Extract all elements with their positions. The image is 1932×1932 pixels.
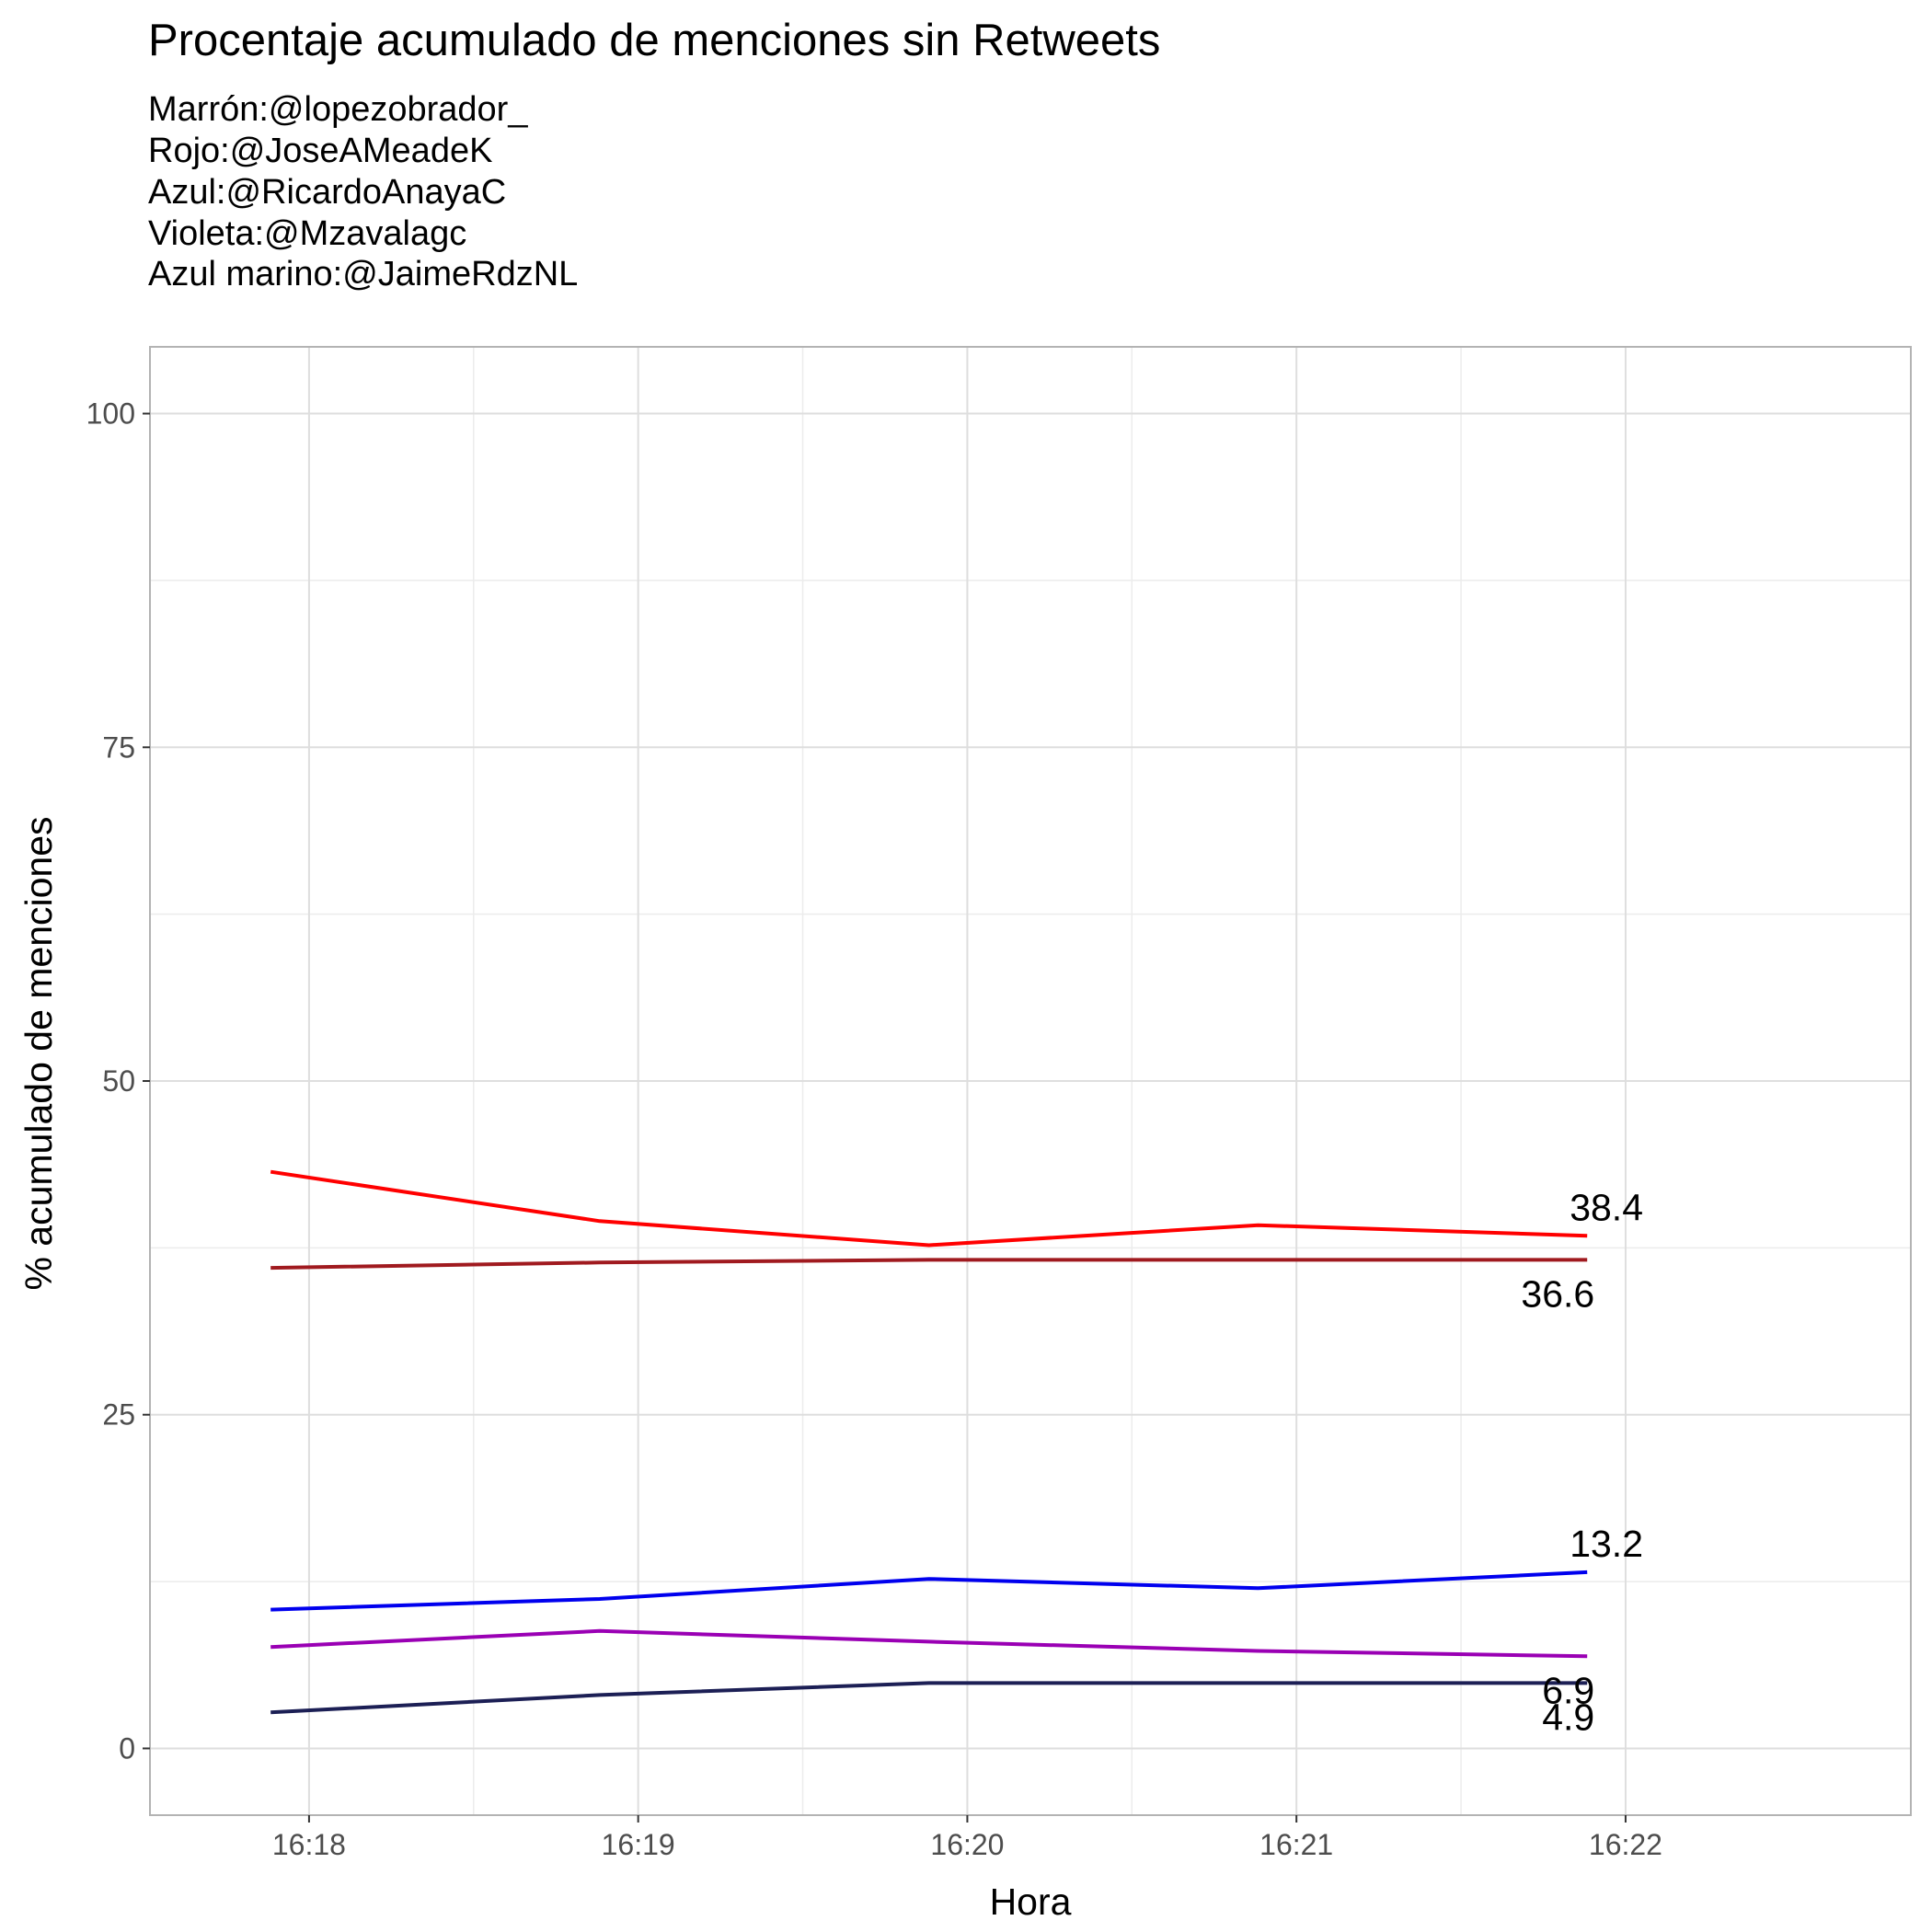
end-labels: 36.6 38.4 13.2 6.94.9 [1521, 1186, 1643, 1738]
y-axis-title: % acumulado de menciones [17, 816, 60, 1290]
x-tick-label: 16:22 [1589, 1828, 1662, 1861]
y-tick-label: 0 [119, 1731, 135, 1765]
series-line [270, 1628, 1588, 1659]
subtitle-line: Violeta:@Mzavalagc [148, 214, 466, 253]
x-axis-title: Hora [990, 1880, 1072, 1923]
plot-area: 36.6 38.4 13.2 6.94.9 [149, 346, 1912, 1816]
end-value-label: 4.9 [1542, 1696, 1594, 1738]
grid-major [150, 347, 1911, 1815]
x-tick-label: 16:20 [930, 1828, 1004, 1861]
subtitle-line: Rojo:@JoseAMeadeK [148, 132, 492, 170]
series-line [270, 1681, 1588, 1715]
chart-subtitle: Marrón:@lopezobrador_ Rojo:@JoseAMeadeK … [148, 90, 578, 293]
end-value-label: 36.6 [1521, 1272, 1594, 1315]
y-axis-ticks: 0 25 50 75 100 [86, 397, 150, 1765]
x-axis-ticks: 16:18 16:19 16:20 16:21 16:22 [272, 1815, 1662, 1861]
end-value-label: 13.2 [1570, 1523, 1643, 1565]
x-tick-label: 16:19 [602, 1828, 675, 1861]
series-line [270, 1258, 1588, 1271]
subtitle-line: Azul marino:@JaimeRdzNL [148, 255, 578, 293]
subtitle-line: Marrón:@lopezobrador_ [148, 90, 528, 129]
series-lines [270, 1169, 1588, 1715]
y-tick-label: 75 [102, 730, 135, 764]
subtitle-line: Azul:@RicardoAnayaC [148, 173, 506, 212]
end-value-label: 6.9 [1542, 1669, 1594, 1711]
x-tick-label: 16:18 [272, 1828, 346, 1861]
series-line [270, 1570, 1588, 1612]
y-tick-label: 50 [102, 1064, 135, 1098]
end-value-label: 38.4 [1570, 1186, 1643, 1228]
y-tick-label: 100 [86, 397, 135, 431]
chart-title: Procentaje acumulado de menciones sin Re… [148, 16, 1160, 65]
x-tick-label: 16:21 [1259, 1828, 1333, 1861]
series-line [270, 1169, 1588, 1248]
y-tick-label: 25 [102, 1398, 135, 1432]
